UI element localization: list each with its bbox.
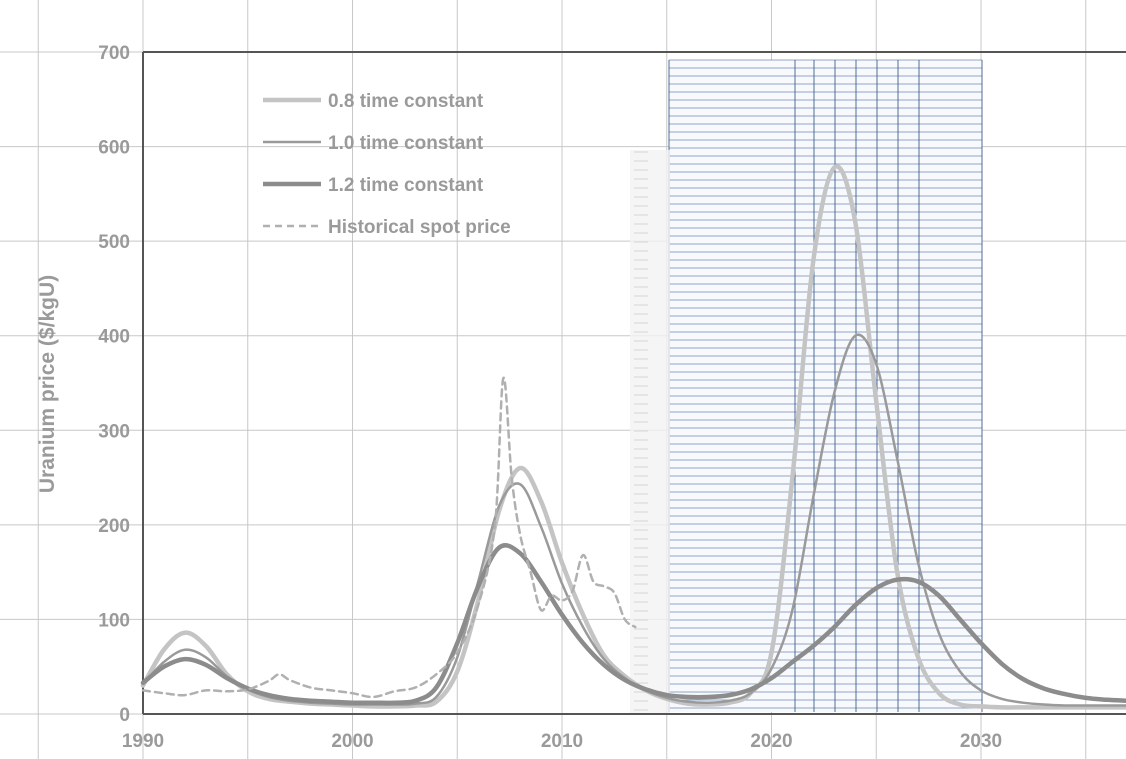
legend-label-1: 0.8 time constant (328, 91, 484, 112)
x-tick-label: 2020 (750, 731, 792, 752)
legend: 0.8 time constant 1.0 time constant 1.2 ti… (263, 91, 511, 238)
y-tick-label: 200 (98, 516, 130, 537)
y-tick-label: 300 (98, 421, 130, 442)
y-axis-label: Uranium price ($/kgU) (36, 275, 59, 493)
axis-layer: 0 100 200 300 400 500 600 700 1990 2000 2010 2020 20… (98, 43, 1126, 752)
y-tick-label: 0 (119, 705, 130, 726)
y-tick-label: 700 (98, 43, 130, 64)
x-tick-label: 2030 (960, 731, 1002, 752)
legend-label-3: 1.2 time constant (328, 175, 484, 196)
x-tick-label: 2010 (541, 731, 583, 752)
series-line-3 (140, 543, 1126, 706)
overlay-background (669, 60, 982, 712)
overlay-layer (630, 59, 983, 715)
y-tick-label: 100 (98, 610, 130, 631)
series-layer (140, 164, 1126, 710)
y-tick-label: 500 (98, 232, 130, 253)
legend-label-2: 1.0 time constant (328, 133, 484, 154)
y-tick-label: 600 (98, 138, 130, 159)
legend-label-4: Historical spot price (328, 217, 511, 238)
x-tick-label: 2000 (331, 731, 373, 752)
series-line-4 (141, 376, 637, 699)
y-tick-label: 400 (98, 327, 130, 348)
scale-strip (630, 150, 670, 715)
x-tick-label: 1990 (122, 731, 164, 752)
